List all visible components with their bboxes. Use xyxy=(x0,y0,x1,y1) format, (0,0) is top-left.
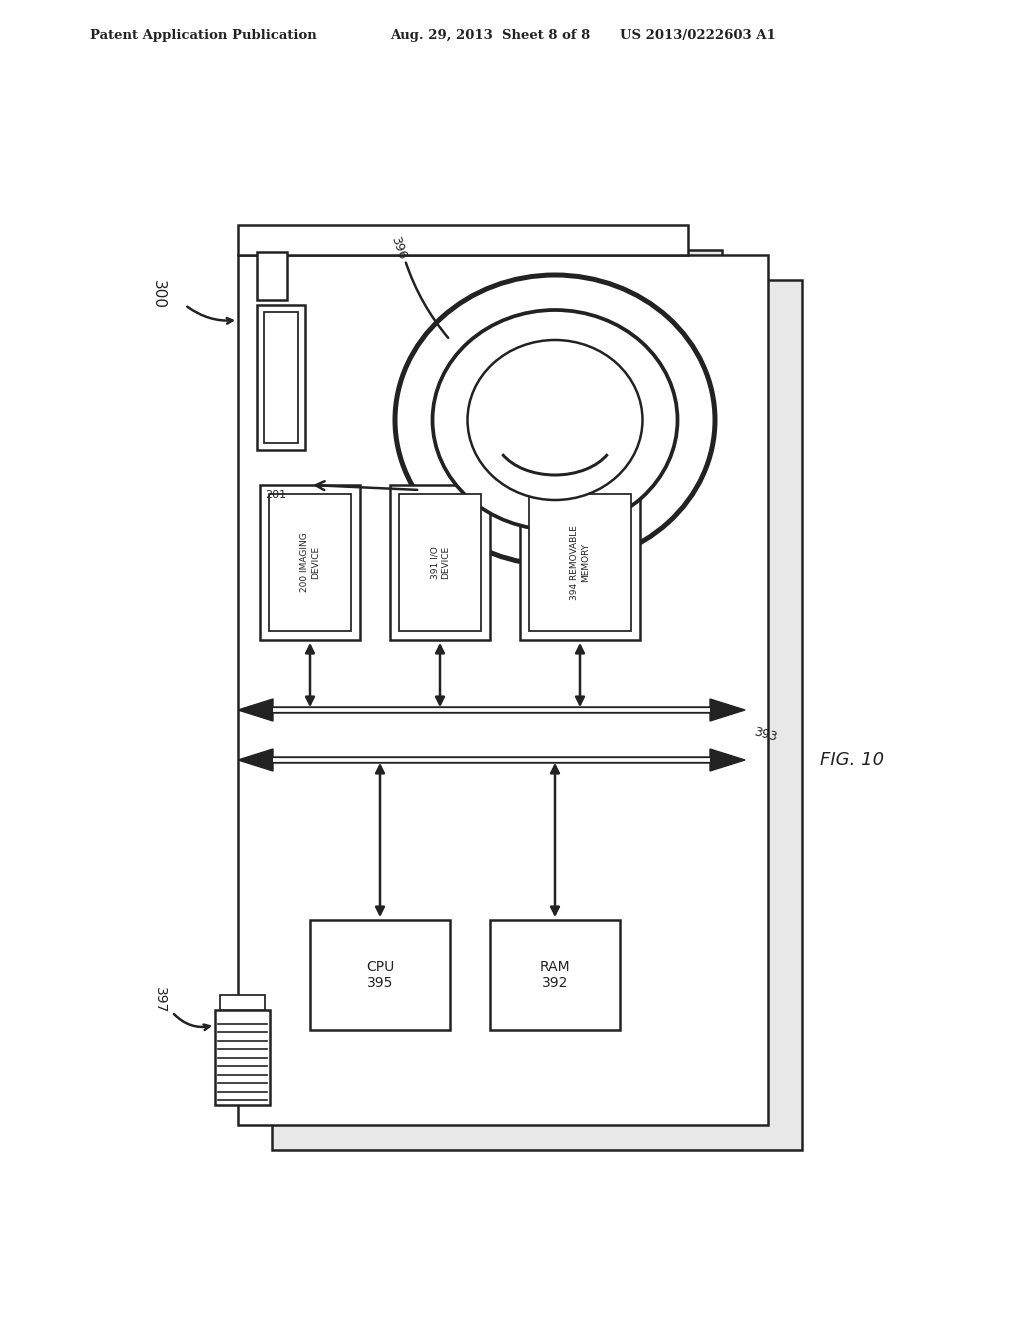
Polygon shape xyxy=(238,748,273,771)
Polygon shape xyxy=(710,700,745,721)
Text: CPU
395: CPU 395 xyxy=(366,960,394,990)
FancyBboxPatch shape xyxy=(272,280,802,1150)
FancyBboxPatch shape xyxy=(529,494,631,631)
Text: 397: 397 xyxy=(153,987,167,1014)
Text: 391 I/O
DEVICE: 391 I/O DEVICE xyxy=(430,546,450,579)
Text: Aug. 29, 2013  Sheet 8 of 8: Aug. 29, 2013 Sheet 8 of 8 xyxy=(390,29,590,41)
Text: 200 IMAGING
DEVICE: 200 IMAGING DEVICE xyxy=(300,533,319,593)
FancyBboxPatch shape xyxy=(257,305,305,450)
Ellipse shape xyxy=(432,310,678,531)
Text: 201: 201 xyxy=(265,490,286,500)
Polygon shape xyxy=(238,700,273,721)
Text: 300: 300 xyxy=(151,281,166,309)
Text: Patent Application Publication: Patent Application Publication xyxy=(90,29,316,41)
FancyBboxPatch shape xyxy=(520,484,640,640)
FancyBboxPatch shape xyxy=(272,249,722,280)
FancyBboxPatch shape xyxy=(490,920,620,1030)
FancyBboxPatch shape xyxy=(390,484,490,640)
FancyBboxPatch shape xyxy=(264,312,298,444)
FancyBboxPatch shape xyxy=(260,484,360,640)
FancyBboxPatch shape xyxy=(238,224,688,255)
Ellipse shape xyxy=(395,275,715,565)
Polygon shape xyxy=(710,748,745,771)
Text: US 2013/0222603 A1: US 2013/0222603 A1 xyxy=(620,29,776,41)
FancyBboxPatch shape xyxy=(399,494,481,631)
FancyBboxPatch shape xyxy=(257,252,287,300)
FancyBboxPatch shape xyxy=(215,1010,270,1105)
FancyBboxPatch shape xyxy=(220,995,265,1010)
Text: 396: 396 xyxy=(388,235,409,261)
Text: 393: 393 xyxy=(752,726,778,744)
Text: 394 REMOVABLE
MEMORY: 394 REMOVABLE MEMORY xyxy=(570,525,590,599)
FancyBboxPatch shape xyxy=(238,255,768,1125)
FancyBboxPatch shape xyxy=(269,494,351,631)
Text: RAM
392: RAM 392 xyxy=(540,960,570,990)
FancyBboxPatch shape xyxy=(310,920,450,1030)
Text: FIG. 10: FIG. 10 xyxy=(820,751,884,770)
Ellipse shape xyxy=(468,341,642,500)
